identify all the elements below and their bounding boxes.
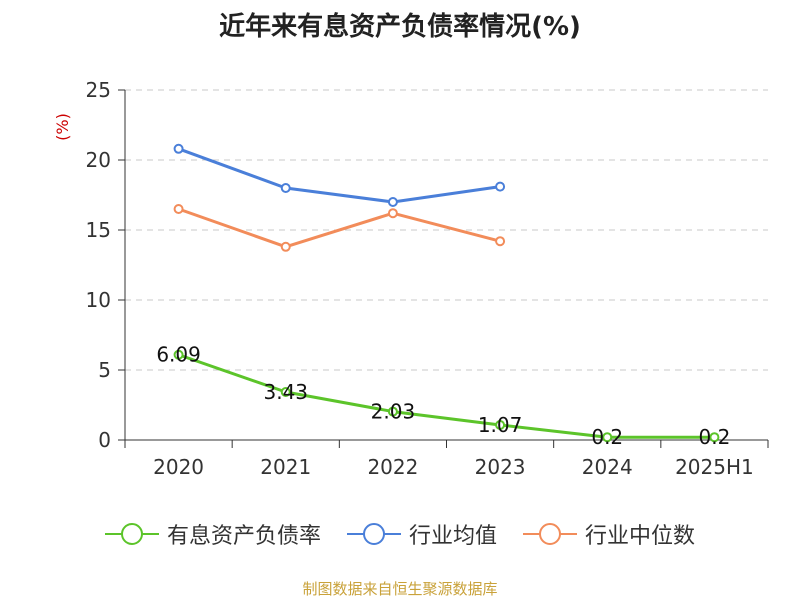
data-point (280, 241, 291, 252)
series-line (178, 207, 501, 249)
legend: 有息资产负债率 行业均值 行业中位数 (0, 518, 800, 550)
data-point (387, 197, 398, 207)
data-point (173, 204, 184, 214)
data-label: 0.2 (699, 425, 731, 449)
legend-marker-orange (523, 523, 577, 545)
data-point (280, 183, 291, 193)
data-label: 3.43 (263, 380, 308, 404)
legend-item-industry-mean[interactable]: 行业均值 (346, 518, 497, 550)
data-point (387, 208, 398, 219)
data-point (173, 143, 184, 154)
data-source-note: 制图数据来自恒生聚源数据库 (302, 580, 498, 598)
data-label: 6.09 (156, 343, 201, 367)
data-point (495, 236, 506, 247)
data-point (387, 406, 398, 417)
data-point (602, 432, 613, 443)
legend-label: 行业中位数 (585, 524, 696, 549)
y-axis-label: (%) (53, 113, 72, 141)
data-point (280, 386, 291, 397)
legend-marker-blue (346, 523, 401, 545)
legend-marker-green (104, 523, 159, 545)
series-line (178, 147, 501, 204)
x-tick-label: 2024 (582, 455, 633, 479)
x-tick-label: 2021 (260, 455, 311, 479)
x-tick-label: 2023 (475, 455, 526, 479)
legend-item-interest-debt-ratio[interactable]: 有息资产负债率 (104, 518, 321, 550)
y-tick-label: 10 (86, 288, 111, 312)
series-line (178, 353, 715, 439)
data-label: 1.07 (478, 413, 523, 437)
y-tick-label: 25 (86, 78, 111, 102)
data-point (495, 181, 506, 192)
data-point (495, 420, 506, 431)
data-label: 2.03 (371, 400, 416, 424)
data-point (709, 432, 720, 443)
y-tick-label: 20 (86, 148, 111, 172)
x-tick-label: 2022 (367, 455, 418, 479)
y-tick-label: 0 (98, 428, 111, 452)
legend-label: 有息资产负债率 (166, 524, 321, 549)
data-label: 0.2 (591, 425, 623, 449)
legend-label: 行业均值 (408, 524, 497, 549)
x-tick-label: 2025H1 (675, 455, 754, 479)
y-tick-label: 15 (86, 218, 111, 242)
chart-title: 近年来有息资产负债率情况(%) (219, 12, 581, 42)
data-point (173, 349, 184, 360)
y-tick-label: 5 (98, 358, 111, 382)
x-tick-label: 2020 (153, 455, 204, 479)
legend-item-industry-median[interactable]: 行业中位数 (523, 518, 695, 550)
